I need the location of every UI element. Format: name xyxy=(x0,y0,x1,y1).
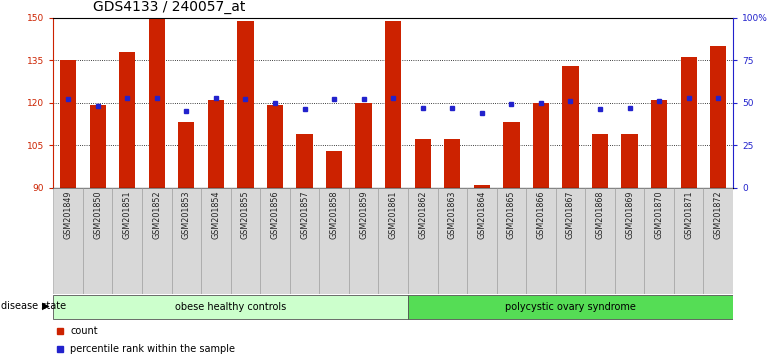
Text: GSM201862: GSM201862 xyxy=(418,191,427,239)
Bar xyxy=(326,151,342,188)
Bar xyxy=(60,60,76,188)
Bar xyxy=(267,105,283,188)
Bar xyxy=(651,100,667,188)
Bar xyxy=(83,188,112,294)
Bar xyxy=(437,188,467,294)
Bar xyxy=(562,66,579,188)
Text: GSM201849: GSM201849 xyxy=(64,191,73,239)
Bar xyxy=(142,188,172,294)
Bar xyxy=(503,122,520,188)
Bar xyxy=(467,188,496,294)
Text: GSM201867: GSM201867 xyxy=(566,191,575,239)
Bar xyxy=(260,188,290,294)
Text: obese healthy controls: obese healthy controls xyxy=(175,302,286,312)
Text: GSM201853: GSM201853 xyxy=(182,191,191,239)
Text: GSM201866: GSM201866 xyxy=(536,191,546,239)
Bar xyxy=(533,103,549,188)
Text: GSM201870: GSM201870 xyxy=(655,191,664,239)
Bar xyxy=(622,134,637,188)
Text: polycystic ovary syndrome: polycystic ovary syndrome xyxy=(505,302,636,312)
Bar xyxy=(496,188,526,294)
Bar xyxy=(89,105,106,188)
Bar xyxy=(592,134,608,188)
Bar xyxy=(526,188,556,294)
Text: GSM201863: GSM201863 xyxy=(448,191,457,239)
Bar xyxy=(379,188,408,294)
Text: count: count xyxy=(71,326,98,336)
Text: disease state: disease state xyxy=(1,301,66,311)
Bar xyxy=(385,21,401,188)
Bar xyxy=(149,18,165,188)
Bar xyxy=(230,188,260,294)
Text: GSM201851: GSM201851 xyxy=(122,191,132,239)
Text: GSM201859: GSM201859 xyxy=(359,191,368,239)
Bar xyxy=(474,185,490,188)
Text: GDS4133 / 240057_at: GDS4133 / 240057_at xyxy=(93,0,245,14)
Text: GSM201861: GSM201861 xyxy=(389,191,397,239)
Bar xyxy=(238,21,253,188)
Bar xyxy=(681,57,697,188)
Bar xyxy=(172,188,201,294)
Bar xyxy=(319,188,349,294)
Bar xyxy=(296,134,313,188)
Bar xyxy=(355,103,372,188)
Bar xyxy=(556,188,586,294)
Bar xyxy=(112,188,142,294)
Text: ▶: ▶ xyxy=(42,301,49,311)
Bar xyxy=(586,188,615,294)
Bar xyxy=(53,188,83,294)
Bar xyxy=(615,188,644,294)
Text: GSM201855: GSM201855 xyxy=(241,191,250,239)
Text: GSM201865: GSM201865 xyxy=(507,191,516,239)
Text: GSM201854: GSM201854 xyxy=(212,191,220,239)
Bar xyxy=(703,188,733,294)
Text: GSM201869: GSM201869 xyxy=(625,191,634,239)
Text: GSM201850: GSM201850 xyxy=(93,191,102,239)
Bar xyxy=(644,188,674,294)
Bar xyxy=(119,52,136,188)
Bar xyxy=(349,188,379,294)
Text: GSM201871: GSM201871 xyxy=(684,191,693,239)
Bar xyxy=(408,188,437,294)
Text: GSM201856: GSM201856 xyxy=(270,191,279,239)
Bar xyxy=(408,295,733,319)
Bar xyxy=(710,46,727,188)
Bar xyxy=(290,188,319,294)
Text: GSM201872: GSM201872 xyxy=(713,191,723,239)
Bar xyxy=(674,188,703,294)
Bar xyxy=(415,139,431,188)
Bar xyxy=(178,122,194,188)
Bar xyxy=(201,188,230,294)
Text: GSM201857: GSM201857 xyxy=(300,191,309,239)
Bar xyxy=(445,139,460,188)
Text: percentile rank within the sample: percentile rank within the sample xyxy=(71,344,235,354)
Text: GSM201858: GSM201858 xyxy=(329,191,339,239)
Text: GSM201852: GSM201852 xyxy=(152,191,162,239)
Text: GSM201864: GSM201864 xyxy=(477,191,486,239)
Bar xyxy=(208,100,224,188)
Text: GSM201868: GSM201868 xyxy=(596,191,604,239)
Bar xyxy=(53,295,408,319)
